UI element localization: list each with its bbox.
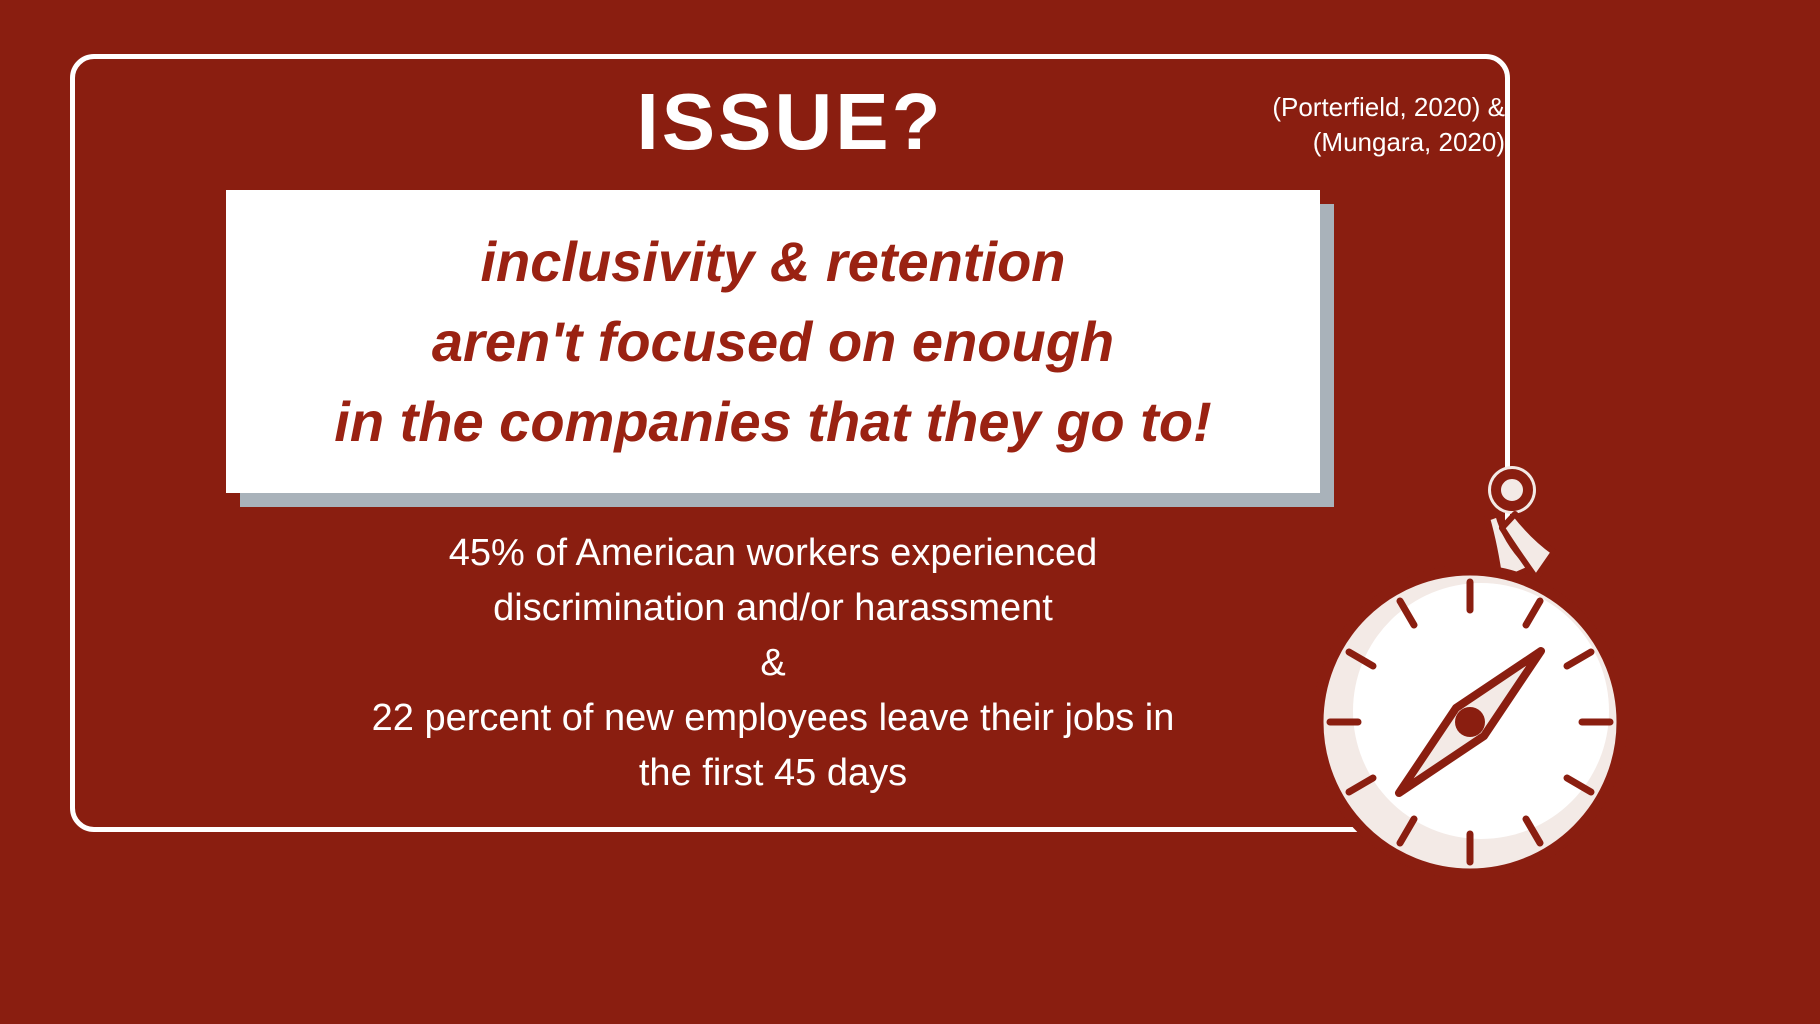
citation-line-2: (Mungara, 2020) bbox=[1312, 127, 1505, 158]
compass-icon bbox=[1300, 452, 1645, 892]
citation-line-1: (Porterfield, 2020) & bbox=[1272, 92, 1505, 122]
highlight-line-2: aren't focused on enough bbox=[431, 309, 1115, 373]
stat-line-1: 45% of American workers experienced bbox=[448, 532, 1098, 574]
stat-line-5: the first 45 days bbox=[638, 752, 908, 795]
page-title: ISSUE? bbox=[636, 77, 944, 166]
compass-ticks bbox=[1326, 578, 1614, 866]
stat-line-4: 22 percent of new employees leave their … bbox=[371, 697, 1175, 740]
stat-line-3: & bbox=[760, 642, 786, 685]
slide-border-frame bbox=[70, 54, 1510, 832]
compass-needle-pivot bbox=[1455, 707, 1485, 737]
highlight-line-3: in the companies that they go to! bbox=[334, 389, 1212, 453]
highlight-line-1: inclusivity & retention bbox=[480, 229, 1066, 293]
statistics-text: 45% of American workers experienced disc… bbox=[226, 526, 1320, 801]
citation-block: (Porterfield, 2020) & (Mungara, 2020) bbox=[1272, 90, 1505, 160]
highlight-box: inclusivity & retention aren't focused o… bbox=[226, 190, 1320, 493]
stat-line-2: discrimination and/or harassment bbox=[493, 587, 1053, 630]
